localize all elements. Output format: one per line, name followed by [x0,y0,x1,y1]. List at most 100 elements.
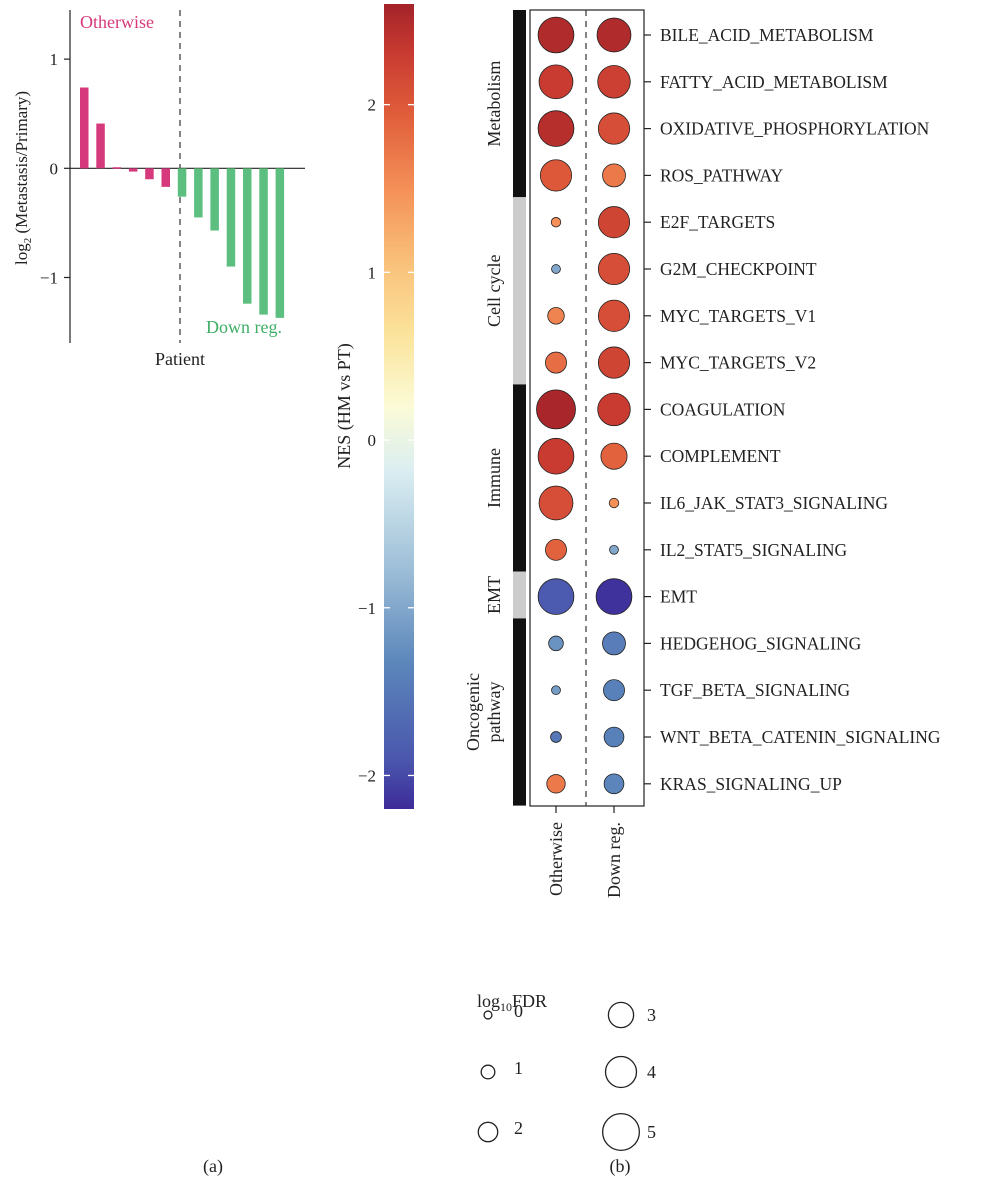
dot-myc-targets-v1-down-reg [597,299,631,332]
size-legend: log10FDR 0 1 2 3 4 5 [477,991,656,1152]
dot-ros-pathway-otherwise [539,159,573,192]
colorbar-label: NES (HM vs PT) [334,343,355,469]
pathway-label: WNT_BETA_CATENIN_SIGNALING [660,727,941,747]
category-bar-emt [513,571,526,619]
dot-ros-pathway-down-reg [602,163,626,188]
dot-plot-frame [529,9,645,807]
dot-bile-acid-metabolism-down-reg [596,17,632,53]
bar-11 [243,168,252,304]
colorbar-tick-label: −2 [358,766,376,785]
size-legend-circle [477,1121,499,1143]
row-ticks [644,34,651,785]
bar-10 [226,168,236,267]
dot-il2-stat5-signaling-down-reg [609,544,619,555]
pathway-label: IL2_STAT5_SIGNALING [660,540,848,560]
dot-coagulation-down-reg [597,392,631,427]
dot-hedgehog-signaling-down-reg [602,631,626,656]
panel-a-bar-chart: 1 0 −1 Otherwise Down reg. Patient log2 (M… [12,10,305,369]
colorbar-tick-label: 1 [368,263,377,282]
column-label: Otherwise [546,822,566,896]
bar-8 [194,168,203,218]
dot-complement-otherwise [537,437,575,475]
pathway-label: IL6_JAK_STAT3_SIGNALING [660,493,888,513]
category-labels: Metabolism Cell cycle Immune EMT Oncogenic pa… [463,61,504,751]
pathway-label: BILE_ACID_METABOLISM [660,25,874,45]
group-label-otherwise: Otherwise [80,12,154,32]
colorbar: 2 1 0 −1 −2 NES (HM vs PT) [334,4,414,809]
pathway-label: MYC_TARGETS_V2 [660,353,816,373]
panel-b-dot-plot: Metabolism Cell cycle Immune EMT Oncogenic pa… [463,9,941,898]
dot-oxidative-phosphorylation-otherwise [537,110,575,147]
dot-tgf-beta-signaling-down-reg [603,679,625,702]
pathway-label: KRAS_SIGNALING_UP [660,774,842,794]
y-tick-label: −1 [40,268,58,287]
colorbar-tick-label: 0 [368,431,377,450]
dot-oxidative-phosphorylation-down-reg [597,112,631,145]
bar-2 [96,123,105,169]
dot-myc-targets-v2-down-reg [597,346,631,379]
category-label: pathway [484,682,504,743]
dot-wnt-beta-catenin-signaling-down-reg [603,726,625,748]
dot-il6-jak-stat3-signaling-otherwise [538,485,574,521]
size-legend-label: 4 [647,1062,656,1082]
y-tick-label: 1 [50,50,59,69]
pathway-label: TGF_BETA_SIGNALING [660,680,850,700]
group-label-down-reg: Down reg. [206,317,282,337]
colorbar-tick-label: −1 [358,599,376,618]
panel-label-b: (b) [610,1156,631,1177]
colorbar-gradient [384,4,414,809]
dot-bile-acid-metabolism-otherwise [537,16,575,54]
panel-label-a: (a) [203,1156,223,1177]
pathway-label: ROS_PATHWAY [660,165,784,185]
dot-coagulation-otherwise [536,389,576,430]
size-legend-circle [604,1055,638,1089]
bar-1 [80,87,89,169]
bar-series [80,87,285,318]
size-legend-title: log10FDR [477,991,547,1014]
dot-il6-jak-stat3-signaling-down-reg [608,497,620,509]
category-bar-metabolism [513,10,526,198]
category-bar-oncogenic-pathway [513,618,526,806]
size-legend-items: 0 1 2 3 4 5 [477,1001,656,1152]
pathway-label: HEDGEHOG_SIGNALING [660,633,862,653]
dot-complement-down-reg [600,442,628,470]
size-legend-label: 2 [514,1118,523,1138]
dot-fatty-acid-metabolism-otherwise [538,64,574,100]
column-label: Down reg. [604,822,624,898]
pathway-label: COAGULATION [660,399,786,419]
size-legend-circle [480,1064,496,1080]
bar-13 [275,168,285,318]
category-label: Oncogenic [463,673,483,751]
category-bar-immune [513,384,526,572]
y-axis-label: log2 (Metastasis/Primary) [12,91,34,265]
dot-kras-signaling-up-down-reg [603,773,625,795]
bar-12 [259,168,268,315]
dot-tgf-beta-signaling-otherwise [551,685,561,696]
pathway-label: COMPLEMENT [660,446,781,466]
bar-6 [161,168,170,187]
dot-series [536,16,633,795]
y-tick-label: 0 [50,159,59,178]
pathway-labels: BILE_ACID_METABOLISM FATTY_ACID_METABOLIS… [660,25,941,794]
dot-g2m-checkpoint-otherwise [551,264,561,274]
size-legend-label: 1 [514,1058,523,1078]
dot-emt-down-reg [595,578,633,615]
size-legend-label: 3 [647,1005,656,1025]
size-legend-circle [602,1113,641,1152]
pathway-label: E2F_TARGETS [660,212,775,232]
category-label: Immune [484,448,504,508]
category-label: EMT [484,576,504,614]
dot-emt-otherwise [537,578,575,615]
y-ticks: 1 0 −1 [40,50,70,287]
size-legend-label: 5 [647,1122,656,1142]
colorbar-ticks: 2 1 0 −1 −2 [358,96,414,785]
dot-g2m-checkpoint-down-reg [597,252,631,286]
size-legend-label: 0 [514,1001,523,1021]
column-labels: Otherwise Down reg. [546,806,624,898]
bar-3 [112,167,122,169]
dot-fatty-acid-metabolism-down-reg [597,65,631,99]
dot-wnt-beta-catenin-signaling-otherwise [550,731,562,743]
colorbar-tick-label: 2 [368,96,377,115]
pathway-label: FATTY_ACID_METABOLISM [660,72,888,92]
